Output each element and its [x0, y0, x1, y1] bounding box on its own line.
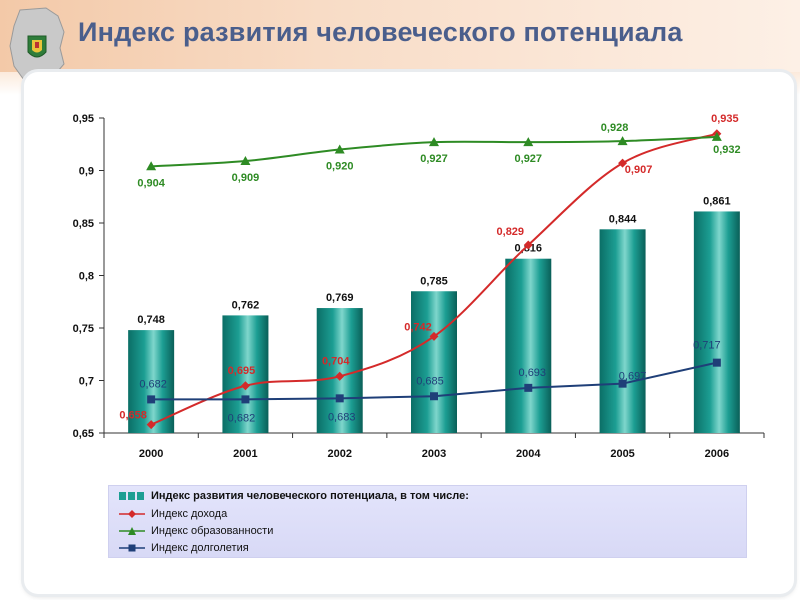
longevity-value-label: 0,697 [619, 371, 647, 383]
bar-value-label: 0,762 [232, 299, 260, 311]
education-value-label: 0,928 [601, 122, 629, 134]
income-point [240, 381, 250, 391]
income-point [618, 158, 628, 168]
education-point [240, 156, 251, 166]
longevity-value-label: 0,693 [519, 367, 547, 379]
x-tick-label: 2002 [327, 448, 351, 460]
y-tick-label: 0,8 [79, 271, 94, 283]
education-value-label: 0,927 [420, 153, 448, 165]
income-value-label: 0,907 [625, 164, 653, 176]
income-value-label: 0,704 [322, 355, 350, 367]
longevity-point [241, 395, 250, 404]
legend-longevity-line-icon [119, 544, 145, 552]
legend-label-hdi: Индекс развития человеческого потенциала… [151, 490, 469, 502]
x-tick-label: 2000 [139, 448, 163, 460]
legend-item-hdi: Индекс развития человеческого потенциала… [119, 488, 469, 504]
y-tick-label: 0,7 [79, 376, 94, 388]
chart-legend: Индекс развития человеческого потенциала… [108, 485, 747, 558]
legend-income-line-icon [119, 510, 145, 518]
longevity-point [712, 358, 721, 367]
legend-item-longevity: Индекс долголетия [119, 540, 249, 556]
bar [128, 330, 175, 433]
education-point [711, 131, 722, 141]
income-point [429, 331, 439, 341]
legend-bar-swatch-icon [119, 492, 144, 500]
bar-value-label: 0,785 [420, 275, 448, 287]
income-point [523, 240, 533, 250]
y-tick-label: 0,95 [73, 113, 94, 125]
education-point [429, 137, 439, 147]
education-value-label: 0,904 [137, 177, 165, 189]
y-tick-label: 0,85 [73, 218, 94, 230]
longevity-point [430, 392, 438, 401]
x-tick-label: 2001 [233, 448, 257, 460]
legend-item-education: Индекс образованности [119, 523, 273, 539]
bar-value-label: 0,748 [137, 314, 165, 326]
longevity-point [618, 379, 627, 388]
education-value-label: 0,932 [713, 144, 741, 156]
income-point [335, 371, 345, 381]
y-tick-label: 0,65 [73, 428, 94, 440]
x-tick-label: 2004 [516, 448, 541, 460]
bar [316, 308, 363, 433]
education-value-label: 0,927 [515, 153, 543, 165]
bar-value-label: 0,769 [326, 292, 354, 304]
bar [411, 291, 457, 433]
bar [599, 229, 646, 433]
y-tick-label: 0,9 [79, 166, 94, 178]
bar-value-label: 0,844 [609, 213, 637, 225]
longevity-point [335, 394, 344, 403]
x-tick-label: 2005 [610, 448, 634, 460]
longevity-point [524, 383, 533, 392]
education-value-label: 0,909 [232, 172, 260, 184]
bar-value-label: 0,861 [703, 195, 731, 207]
x-tick-label: 2003 [422, 448, 446, 460]
page-title: Индекс развития человеческого потенциала [78, 17, 683, 47]
education-point [146, 161, 157, 171]
longevity-value-label: 0,682 [228, 412, 256, 424]
y-tick-label: 0,75 [73, 323, 94, 335]
income-point [146, 420, 156, 430]
x-tick-label: 2006 [705, 448, 729, 460]
bar [505, 258, 552, 433]
longevity-value-label: 0,683 [328, 411, 356, 423]
legend-education-line-icon [119, 527, 145, 535]
education-point [617, 136, 628, 146]
longevity-value-label: 0,685 [416, 375, 444, 387]
education-value-label: 0,920 [326, 161, 354, 173]
legend-label-longevity: Индекс долголетия [151, 542, 249, 554]
income-value-label: 0,935 [711, 113, 739, 125]
education-point [334, 144, 345, 154]
legend-label-income: Индекс дохода [151, 508, 228, 520]
income-value-label: 0,742 [404, 321, 432, 333]
longevity-value-label: 0,717 [693, 340, 721, 352]
income-value-label: 0,695 [228, 365, 256, 377]
income-value-label: 0,829 [497, 226, 525, 238]
education-point [523, 137, 534, 147]
longevity-point [147, 395, 156, 404]
legend-item-income: Индекс дохода [119, 506, 227, 522]
bar [693, 211, 740, 433]
bar [222, 315, 269, 433]
income-value-label: 0,658 [119, 410, 147, 422]
longevity-value-label: 0,682 [139, 378, 167, 390]
header-band [0, 0, 800, 72]
legend-label-education: Индекс образованности [151, 525, 274, 537]
